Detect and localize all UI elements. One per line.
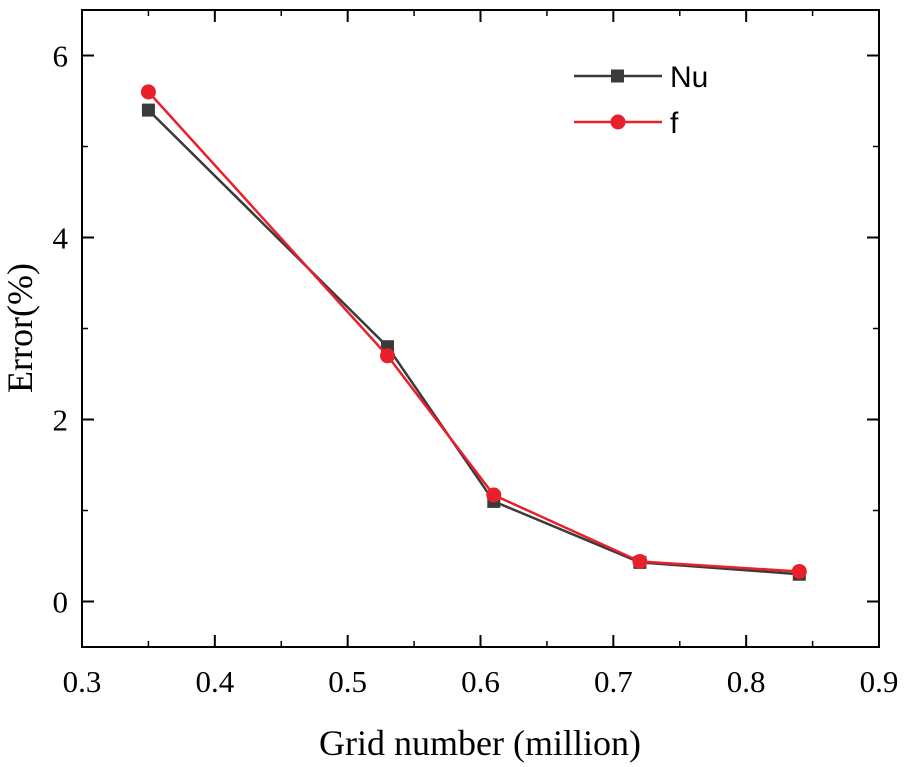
series-line-nu xyxy=(147,109,800,576)
legend-marker-f xyxy=(610,114,626,130)
legend-label-f: f xyxy=(670,107,679,140)
y-tick-label: 0 xyxy=(53,585,69,620)
plot-area xyxy=(81,9,880,648)
series-line-f xyxy=(147,91,800,573)
legend: Nu f xyxy=(574,61,708,140)
x-axis: 0.3 0.4 0.5 0.6 0.7 0.8 0.9 xyxy=(63,10,899,699)
minor-ticks xyxy=(82,10,879,647)
y-axis-title: Error(%) xyxy=(0,263,40,393)
x-tick-label: 0.7 xyxy=(594,664,633,699)
legend-marker-nu xyxy=(611,69,624,83)
x-tick-label: 0.3 xyxy=(63,664,102,699)
y-tick-label: 4 xyxy=(53,221,69,256)
x-tick-label: 0.8 xyxy=(727,664,766,699)
data-point-nu xyxy=(141,103,155,117)
x-tick-label: 0.9 xyxy=(860,664,899,699)
x-tick-label: 0.4 xyxy=(195,664,234,699)
data-point-f xyxy=(791,563,807,579)
x-tick-label: 0.5 xyxy=(328,664,367,699)
data-point-f xyxy=(632,553,648,569)
x-tick-label: 0.6 xyxy=(461,664,500,699)
x-axis-title: Grid number (million) xyxy=(319,723,641,763)
data-point-f xyxy=(380,348,396,364)
legend-label-nu: Nu xyxy=(670,61,708,94)
series-layer xyxy=(140,84,807,581)
y-tick-label: 6 xyxy=(53,39,69,74)
y-axis: 0 2 4 6 xyxy=(53,39,879,620)
y-tick-label: 2 xyxy=(53,403,69,438)
data-point-f xyxy=(486,487,502,503)
data-point-f xyxy=(140,84,156,100)
